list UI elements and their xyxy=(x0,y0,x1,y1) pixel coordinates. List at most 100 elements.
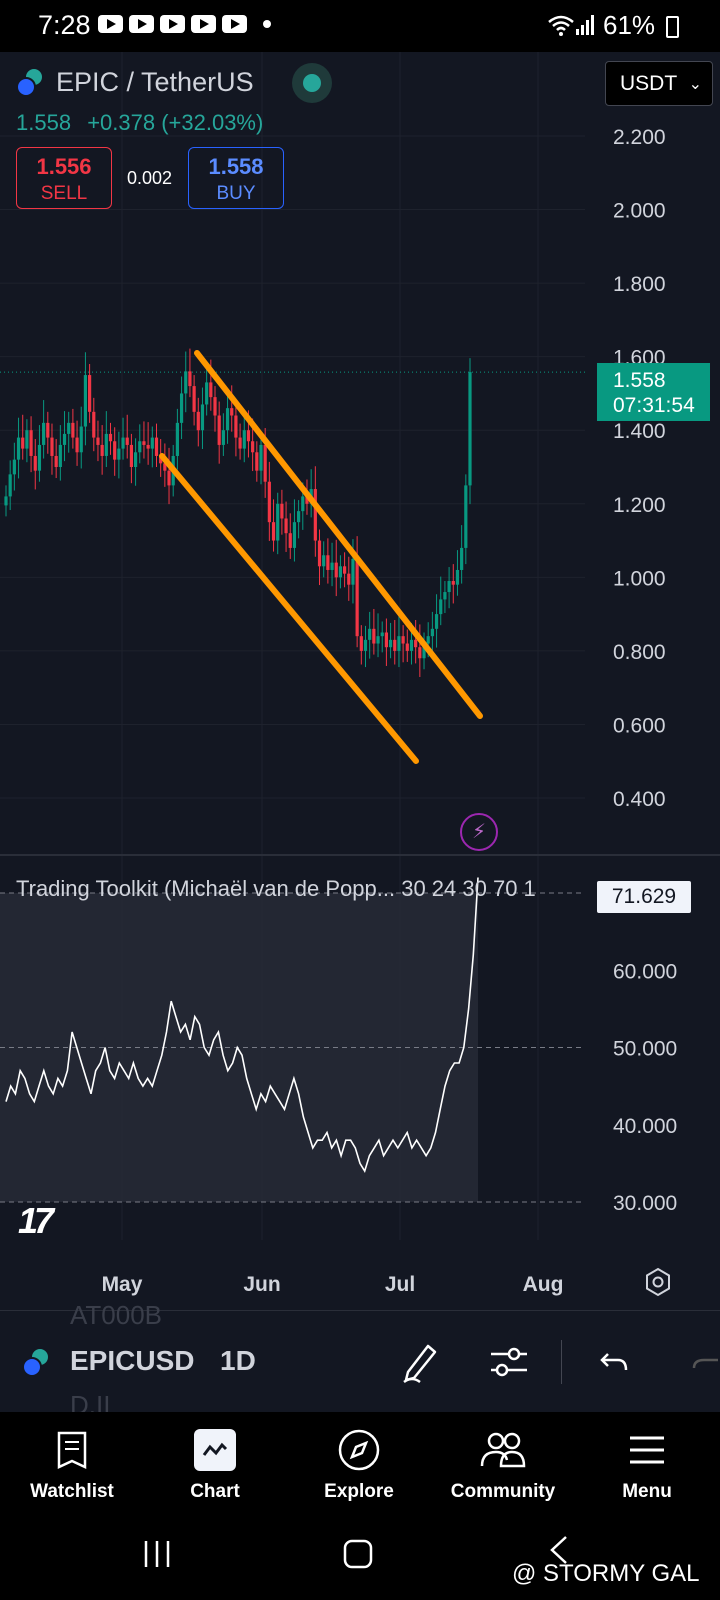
status-bar: 7:28 61% xyxy=(0,0,720,52)
buy-button[interactable]: 1.558 BUY xyxy=(188,147,284,209)
recent-apps-icon[interactable] xyxy=(142,1539,172,1569)
signal-icon xyxy=(576,15,594,35)
candle xyxy=(188,371,192,387)
youtube-icon xyxy=(222,15,247,33)
candle xyxy=(267,481,271,523)
candle xyxy=(368,628,372,640)
back-icon[interactable] xyxy=(548,1535,570,1565)
candle xyxy=(154,437,159,456)
nav-menu[interactable]: Menu xyxy=(582,1424,712,1503)
candle xyxy=(75,437,79,453)
indicator-title[interactable]: Trading Toolkit (Michaël van de Popp... … xyxy=(16,876,536,901)
drawing-tool-icon[interactable] xyxy=(400,1340,440,1384)
candle xyxy=(175,422,179,456)
candle xyxy=(142,441,146,445)
candle xyxy=(388,639,393,648)
toolbar-interval-button[interactable]: 1D xyxy=(220,1345,256,1376)
nav-watchlist[interactable]: Watchlist xyxy=(7,1424,137,1503)
nav-community[interactable]: Community xyxy=(438,1424,568,1503)
candle xyxy=(104,433,108,456)
candle xyxy=(322,555,326,567)
nav-label: Explore xyxy=(324,1481,394,1502)
toolbar-symbol-button[interactable]: EPICUSD xyxy=(70,1345,195,1376)
candle xyxy=(125,437,129,445)
lightning-icon[interactable]: ⚡ xyxy=(460,813,498,851)
sell-price: 1.556 xyxy=(36,154,92,179)
battery-percent: 61% xyxy=(603,10,656,40)
price-axis-label: 1.200 xyxy=(613,494,666,517)
price-axis: 2.2002.0001.8001.6001.4001.2001.0000.800… xyxy=(613,126,666,811)
candle xyxy=(88,375,92,412)
hamburger-menu-icon xyxy=(630,1436,664,1464)
candle xyxy=(363,639,368,651)
candle xyxy=(355,558,359,637)
candle xyxy=(221,430,225,445)
buy-price: 1.558 xyxy=(208,154,264,179)
candle xyxy=(12,459,16,475)
candle xyxy=(326,555,330,570)
sell-button[interactable]: 1.556 SELL xyxy=(16,147,112,209)
oscillator-axis-label: 40.000 xyxy=(613,1115,677,1138)
market-open-icon[interactable] xyxy=(292,63,332,103)
candle xyxy=(58,444,62,467)
candle xyxy=(284,518,288,534)
price-axis-label: 2.000 xyxy=(613,200,666,223)
oscillator-axis-label: 50.000 xyxy=(613,1038,677,1061)
candle xyxy=(8,474,12,497)
candle xyxy=(297,511,301,523)
symbol-header[interactable]: EPIC / TetherUS xyxy=(16,64,254,100)
nav-label: Chart xyxy=(190,1481,240,1502)
candle xyxy=(460,547,464,570)
toolbar-coin-logo-icon xyxy=(22,1347,56,1381)
currency-select[interactable]: USDT ⌄ xyxy=(605,61,713,106)
price-axis-label: 0.400 xyxy=(613,788,666,811)
candle xyxy=(317,540,322,567)
candle xyxy=(464,485,468,548)
time-axis-label: Jun xyxy=(243,1273,280,1296)
candle xyxy=(192,386,196,412)
candle xyxy=(159,455,163,464)
candle xyxy=(217,415,221,445)
battery-icon xyxy=(666,16,679,38)
price-chart[interactable]: 2.2002.0001.8001.6001.4001.2001.0000.800… xyxy=(0,52,720,1310)
compass-icon xyxy=(338,1429,380,1471)
candle xyxy=(200,404,205,431)
price-axis-label: 1.000 xyxy=(613,567,666,590)
home-icon[interactable] xyxy=(343,1539,373,1569)
redo-icon[interactable] xyxy=(690,1340,720,1384)
indicator-settings-icon[interactable] xyxy=(488,1340,530,1384)
candle xyxy=(401,636,405,644)
candle xyxy=(393,639,397,651)
symbol-title[interactable]: EPIC / TetherUS xyxy=(56,66,254,97)
candle xyxy=(418,647,422,659)
nav-explore[interactable]: Explore xyxy=(294,1424,424,1503)
chart-settings-icon[interactable] xyxy=(643,1267,673,1297)
coin-logo-icon xyxy=(16,67,46,97)
candle xyxy=(184,371,188,394)
candle xyxy=(271,522,276,541)
candle xyxy=(213,397,217,416)
price-axis-label: 1.800 xyxy=(613,273,666,296)
candle xyxy=(376,636,380,644)
candle xyxy=(121,437,125,449)
badge-price: 1.558 xyxy=(613,369,666,392)
status-time: 7:28 xyxy=(38,10,91,40)
bottom-nav: Watchlist Chart Explore Community Menu xyxy=(0,1412,720,1517)
nav-chart[interactable]: Chart xyxy=(150,1424,280,1503)
candle xyxy=(338,566,343,578)
chart-grid xyxy=(0,52,720,1240)
candle xyxy=(67,422,71,434)
candle xyxy=(100,444,104,456)
candle xyxy=(29,430,33,456)
candle xyxy=(146,444,150,449)
candle xyxy=(259,444,263,471)
oscillator-value-badge: 71.629 xyxy=(597,881,691,913)
candle xyxy=(96,437,100,445)
channel-line-upper xyxy=(194,350,483,719)
oscillator-axis-label: 60.000 xyxy=(613,960,677,983)
currency-value: USDT xyxy=(620,72,678,95)
oscillator-line xyxy=(5,877,479,1174)
last-price: 1.558 xyxy=(16,110,72,135)
undo-icon[interactable] xyxy=(598,1340,630,1384)
